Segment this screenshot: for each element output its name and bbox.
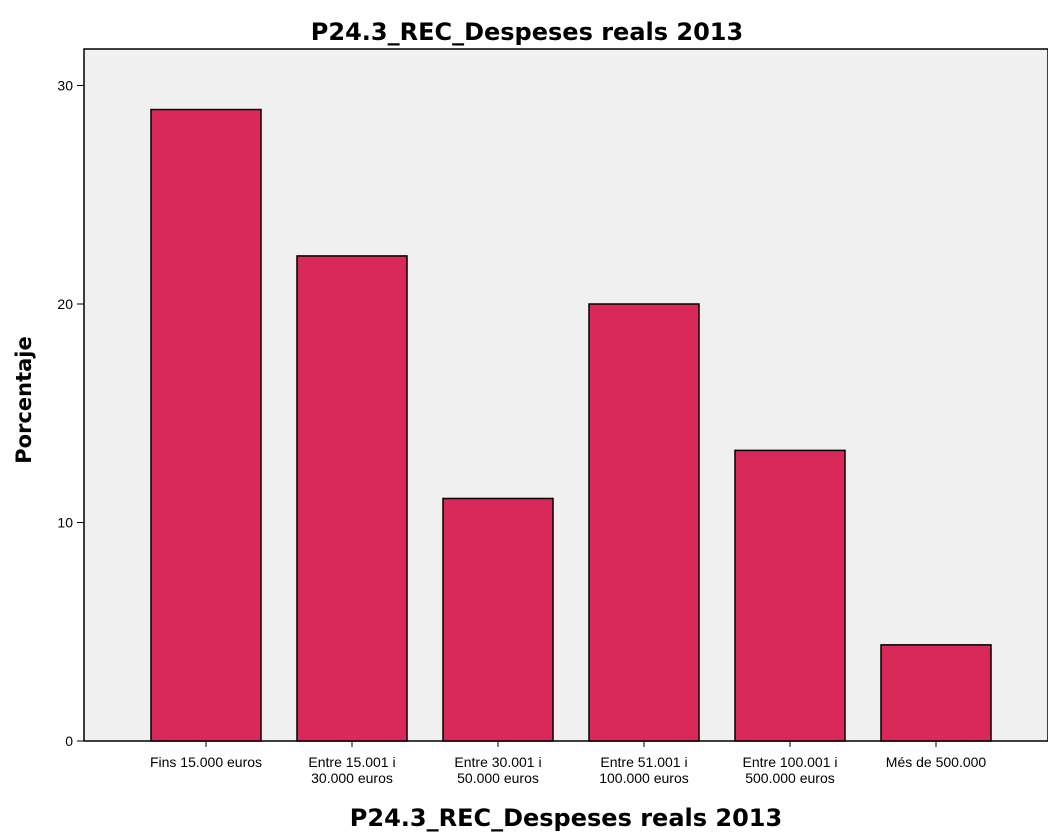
y-tick-label: 30 — [57, 78, 73, 94]
bar — [442, 497, 554, 742]
bar-group — [150, 108, 992, 747]
y-axis-title: Porcentaje — [12, 336, 36, 463]
bar — [296, 255, 408, 742]
x-tick-label: Entre 30.001 i 50.000 euros — [454, 754, 541, 786]
x-axis: Fins 15.000 euros Entre 15.001 i 30.000 eu… — [150, 754, 986, 786]
x-axis-title: P24.3_REC_Despeses reals 2013 — [350, 804, 782, 832]
x-tick-label: Fins 15.000 euros — [150, 754, 262, 770]
x-tick-label: Entre 15.001 i 30.000 euros — [308, 754, 395, 786]
y-tick-label: 20 — [57, 296, 73, 312]
x-tick-label: Entre 100.001 i 500.000 euros — [743, 754, 838, 786]
x-tick-label: Més de 500.000 — [886, 754, 987, 770]
chart-title: P24.3_REC_Despeses reals 2013 — [311, 18, 743, 46]
bar — [588, 303, 700, 742]
bar — [150, 108, 262, 742]
bar — [734, 449, 846, 742]
bar — [880, 644, 992, 742]
x-tick-label: Entre 51.001 i 100.000 euros — [599, 754, 689, 786]
y-tick-label: 10 — [57, 515, 73, 531]
y-tick-label: 0 — [65, 733, 73, 749]
y-axis: 0 10 20 30 — [57, 78, 84, 749]
